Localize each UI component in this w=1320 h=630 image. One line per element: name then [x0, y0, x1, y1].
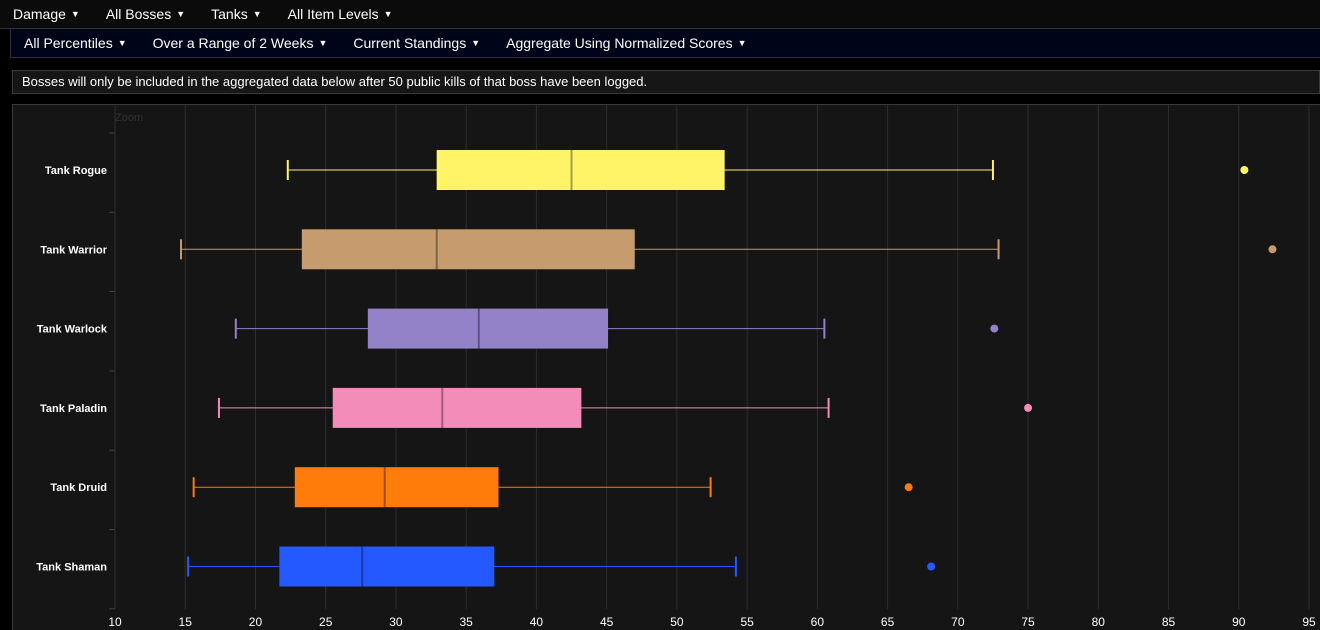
x-tick-label: 15 [179, 615, 193, 629]
x-tick-label: 20 [249, 615, 263, 629]
x-tick-label: 55 [740, 615, 754, 629]
x-tick-label: 70 [951, 615, 965, 629]
dropdown-label: All Bosses [105, 6, 172, 22]
x-tick-label: 95 [1302, 615, 1316, 629]
outlier-point [1240, 166, 1249, 174]
outlier-point [904, 483, 913, 492]
category-label: Tank Paladin [40, 403, 107, 415]
x-tick-label: 10 [108, 615, 122, 629]
zoom-label[interactable]: Zoom [115, 112, 143, 124]
filter-tanks-dropdown[interactable]: Tanks ▼ [198, 6, 275, 22]
dropdown-label: All Item Levels [287, 6, 379, 22]
x-tick-label: 25 [319, 615, 333, 629]
chevron-down-icon: ▼ [117, 38, 127, 48]
box-tank-rogue[interactable]: Tank Rogue [45, 150, 1249, 190]
category-label: Tank Shaman [36, 562, 107, 574]
dropdown-label: Tanks [211, 6, 248, 22]
x-tick-label: 65 [881, 615, 895, 629]
box-tank-warrior[interactable]: Tank Warrior [40, 229, 1277, 270]
iqr-box [294, 467, 499, 508]
iqr-box [332, 387, 582, 428]
chevron-down-icon: ▼ [383, 9, 393, 19]
chevron-down-icon: ▼ [176, 9, 186, 19]
category-label: Tank Warlock [37, 324, 108, 336]
iqr-box [301, 229, 635, 270]
boxplot-chart: Zoom Tank Rogue Tank Warrior Tank Warlock T… [12, 104, 1320, 630]
outlier-point [1024, 403, 1033, 412]
chevron-down-icon: ▼ [252, 9, 262, 19]
box-tank-paladin[interactable]: Tank Paladin [40, 387, 1033, 428]
outlier-point [990, 324, 999, 333]
x-tick-label: 90 [1232, 615, 1246, 629]
dropdown-label: All Percentiles [24, 35, 113, 51]
dropdown-label: Current Standings [353, 35, 467, 51]
dropdown-label: Over a Range of 2 Weeks [152, 35, 314, 51]
option-all-percentiles-dropdown[interactable]: All Percentiles ▼ [11, 35, 140, 51]
chevron-down-icon: ▼ [471, 38, 481, 48]
chevron-down-icon: ▼ [318, 38, 328, 48]
dropdown-label: Damage [13, 6, 66, 22]
x-tick-label: 40 [530, 615, 544, 629]
dropdown-label: Aggregate Using Normalized Scores [506, 35, 733, 51]
x-axis-ticks: 10 15 20 25 30 35 40 45 50 55 60 65 70 75 80 85 90 95 [108, 615, 1316, 629]
chevron-down-icon: ▼ [737, 38, 747, 48]
filter-all-item-levels-dropdown[interactable]: All Item Levels ▼ [275, 6, 406, 22]
box-series: Tank Rogue Tank Warrior Tank Warlock Tank P… [36, 150, 1277, 587]
iqr-box [367, 308, 609, 349]
box-tank-warlock[interactable]: Tank Warlock [37, 308, 999, 349]
option-over-a-range-of-2-weeks-dropdown[interactable]: Over a Range of 2 Weeks ▼ [140, 35, 341, 51]
filter-all-bosses-dropdown[interactable]: All Bosses ▼ [93, 6, 198, 22]
option-current-standings-dropdown[interactable]: Current Standings ▼ [340, 35, 493, 51]
x-tick-label: 75 [1021, 615, 1035, 629]
outlier-point [927, 562, 936, 571]
category-label: Tank Druid [50, 482, 107, 494]
option-aggregate-using-normalized-scores-dropdown[interactable]: Aggregate Using Normalized Scores ▼ [493, 35, 759, 51]
x-tick-label: 50 [670, 615, 684, 629]
x-tick-label: 45 [600, 615, 614, 629]
x-tick-label: 35 [459, 615, 473, 629]
outlier-point [1268, 245, 1277, 254]
primary-filter-bar: Damage ▼ All Bosses ▼ Tanks ▼ All Item Levels ▼ [0, 0, 1320, 29]
chevron-down-icon: ▼ [70, 9, 80, 19]
x-tick-label: 30 [389, 615, 403, 629]
category-label: Tank Warrior [40, 244, 107, 256]
aggregation-notice: Bosses will only be included in the aggr… [12, 70, 1320, 94]
x-tick-label: 85 [1162, 615, 1176, 629]
category-label: Tank Rogue [45, 165, 107, 177]
box-tank-shaman[interactable]: Tank Shaman [36, 546, 936, 587]
x-tick-label: 80 [1092, 615, 1106, 629]
x-tick-label: 60 [811, 615, 825, 629]
filter-damage-dropdown[interactable]: Damage ▼ [0, 6, 93, 22]
iqr-box [279, 546, 495, 587]
iqr-box [436, 150, 725, 190]
box-tank-druid[interactable]: Tank Druid [50, 467, 913, 508]
secondary-filter-bar: All Percentiles ▼ Over a Range of 2 Weeks ▼… [10, 29, 1320, 58]
